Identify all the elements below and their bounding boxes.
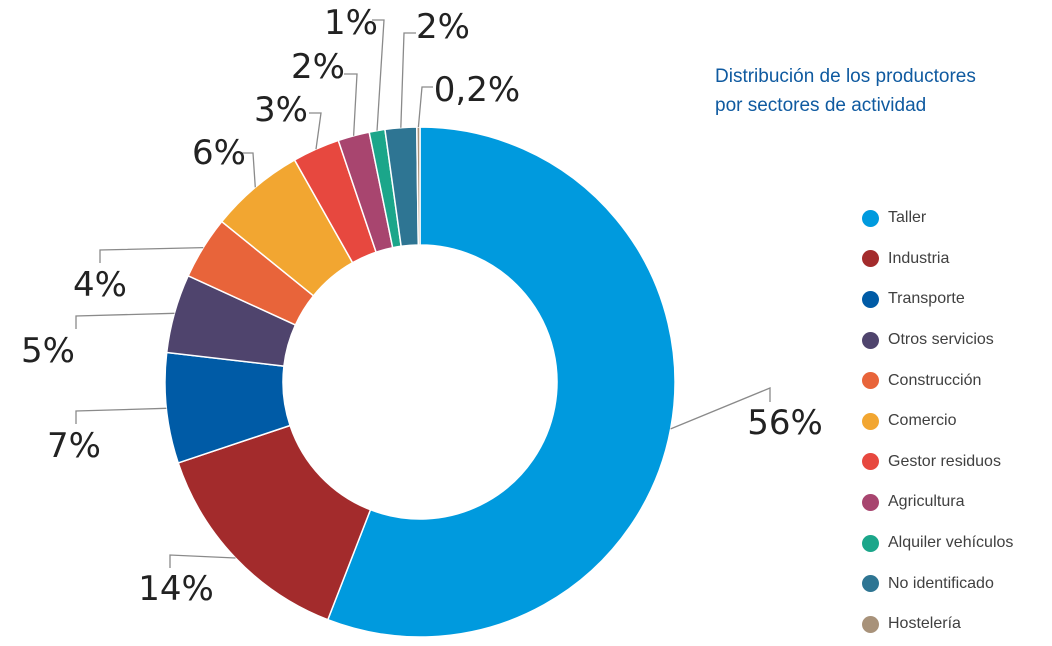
legend-label: Gestor residuos — [888, 452, 1001, 470]
legend-swatch-icon — [862, 534, 879, 552]
leader-line-gestor-residuos — [309, 112, 322, 150]
slice-hosteleria — [416, 126, 421, 246]
leader-line-comercio — [240, 152, 256, 188]
legend-label: Comercio — [888, 412, 957, 430]
legend-label: Agricultura — [888, 493, 965, 511]
legend-label: Construcción — [888, 371, 982, 389]
legend-swatch-icon — [862, 331, 879, 349]
legend-item-industria: Industria — [862, 239, 1013, 280]
legend-swatch-icon — [862, 575, 879, 593]
legend-label: Taller — [888, 209, 927, 227]
data-label-construccion: 4% — [73, 265, 127, 305]
data-label-alquiler-vehiculos: 1% — [324, 3, 378, 43]
legend-item-alquiler-vehiculos: Alquiler vehículos — [862, 523, 1013, 564]
leader-line-transporte — [75, 407, 167, 424]
chart-title: Distribución de los productores por sect… — [715, 62, 1045, 120]
chart-title-line-2: por sectores de actividad — [715, 95, 927, 116]
data-label-hosteleria: 0,2% — [434, 70, 520, 110]
legend-item-hosteleria: Hostelería — [862, 604, 1013, 645]
legend-item-gestor-residuos: Gestor residuos — [862, 442, 1013, 483]
data-label-agricultura: 2% — [291, 47, 345, 87]
legend-item-otros-servicios: Otros servicios — [862, 320, 1013, 361]
legend-swatch-icon — [862, 615, 879, 633]
leader-line-industria — [169, 554, 236, 568]
legend-swatch-icon — [862, 250, 879, 268]
legend-swatch-icon — [862, 209, 879, 227]
leader-line-otros-servicios — [75, 312, 175, 329]
legend-item-comercio: Comercio — [862, 401, 1013, 442]
legend-swatch-icon — [862, 290, 879, 308]
data-label-comercio: 6% — [192, 133, 246, 173]
leader-line-construccion — [99, 246, 204, 263]
slice-taller — [326, 126, 676, 638]
leader-line-agricultura — [344, 73, 358, 136]
data-label-no-identificado: 2% — [416, 7, 470, 47]
legend-label: Otros servicios — [888, 331, 994, 349]
legend-swatch-icon — [862, 453, 879, 471]
legend-item-construccion: Construcción — [862, 360, 1013, 401]
data-label-gestor-residuos: 3% — [254, 90, 308, 130]
legend-label: Hostelería — [888, 615, 961, 633]
legend-swatch-icon — [862, 493, 879, 511]
leader-line-hosteleria — [417, 86, 433, 128]
data-label-industria: 14% — [138, 569, 214, 609]
legend-label: Alquiler vehículos — [888, 534, 1014, 552]
legend-swatch-icon — [862, 412, 879, 430]
legend-swatch-icon — [862, 372, 879, 390]
legend-label: Transporte — [888, 290, 965, 308]
data-label-transporte: 7% — [47, 426, 101, 466]
chart-legend: Taller Industria Transporte Otros servicios… — [862, 198, 1013, 645]
legend-item-transporte: Transporte — [862, 279, 1013, 320]
legend-label: No identificado — [888, 574, 994, 592]
legend-item-taller: Taller — [862, 198, 1013, 239]
leader-line-no-identificado — [400, 32, 416, 128]
chart-title-line-1: Distribución de los productores — [715, 66, 976, 87]
leader-line-alquiler-vehiculos — [372, 19, 385, 131]
data-label-otros-servicios: 5% — [21, 331, 75, 371]
legend-item-no-identificado: No identificado — [862, 563, 1013, 604]
leader-line-taller — [670, 387, 771, 430]
legend-label: Industria — [888, 249, 950, 267]
data-label-taller: 56% — [747, 403, 823, 443]
legend-item-agricultura: Agricultura — [862, 482, 1013, 523]
